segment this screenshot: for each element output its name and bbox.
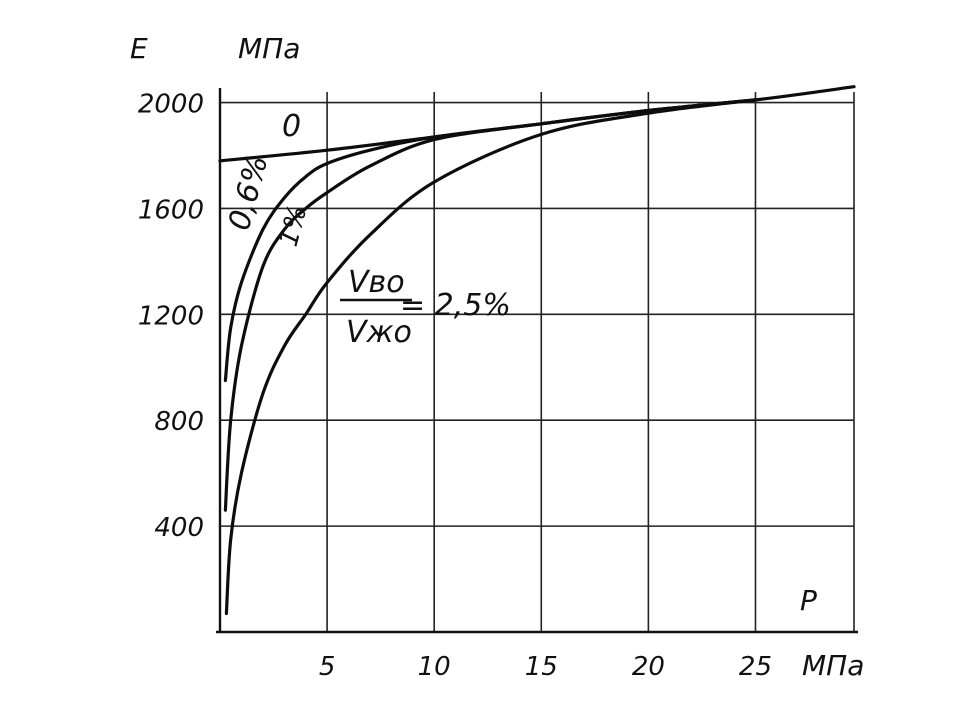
ratio-numerator: Vво <box>348 265 405 300</box>
ratio-denominator: Vжо <box>346 315 412 350</box>
y-axis-unit: МПа <box>238 32 300 65</box>
ratio-value: = 2,5% <box>400 288 511 323</box>
y-tick-label: 400 <box>154 513 204 543</box>
axes: 5 10 15 20 25 400 800 1200 1600 2000 <box>138 88 858 682</box>
y-tick-label: 1600 <box>138 195 204 225</box>
curve-label-1-percent: 1% <box>274 202 314 250</box>
curves <box>218 85 856 616</box>
y-axis-label: E <box>130 32 148 65</box>
x-tick-label: 25 <box>739 652 772 682</box>
x-axis-label: P <box>800 584 817 617</box>
x-tick-label: 20 <box>632 652 665 682</box>
x-axis-unit: МПа <box>802 649 864 682</box>
x-tick-label: 5 <box>319 652 336 682</box>
curve-label-zero: 0 <box>282 109 301 144</box>
curve-1-percent <box>223 98 758 512</box>
x-tick-label: 10 <box>418 652 451 682</box>
x-tick-label: 15 <box>525 652 558 682</box>
grid <box>220 92 855 632</box>
y-tick-label: 1200 <box>138 301 204 331</box>
curve-2-5-percent <box>224 98 758 616</box>
y-tick-label: 800 <box>154 407 204 437</box>
y-tick-label: 2000 <box>138 90 204 120</box>
